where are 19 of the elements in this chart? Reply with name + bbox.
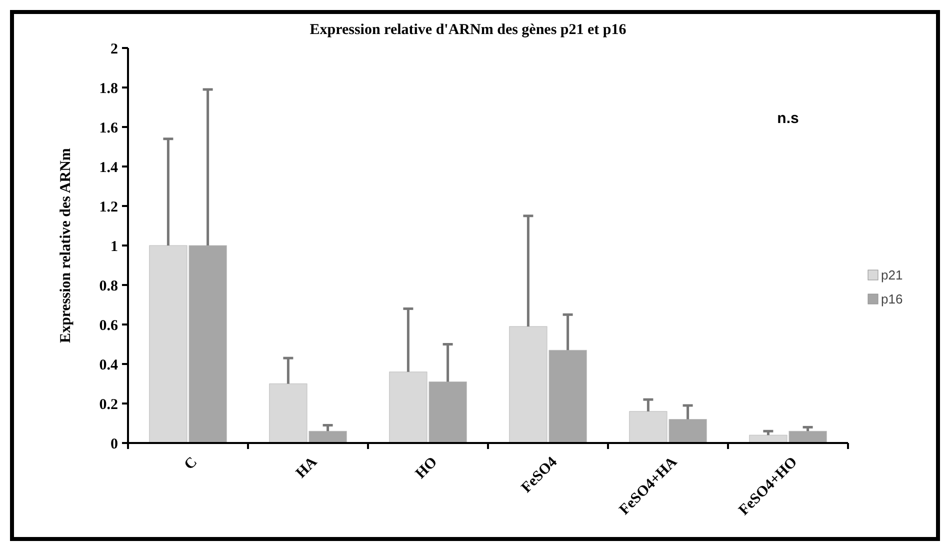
legend-label: p21 — [881, 268, 903, 283]
legend-label: p16 — [881, 292, 903, 307]
y-tick-label: 1 — [110, 238, 118, 255]
y-tick-label: 1.4 — [99, 160, 118, 176]
x-tick-label: HO — [412, 454, 441, 482]
y-axis-title: Expression relative des ARNm — [58, 148, 74, 343]
y-tick-label: 1.8 — [99, 80, 118, 97]
y-tick-label: 2 — [110, 41, 118, 58]
y-tick-label: 0.2 — [99, 396, 118, 413]
y-tick-label: 1.2 — [99, 199, 118, 216]
chart-title: Expression relative d'ARNm des gènes p21 et p16 — [310, 22, 627, 38]
x-tick-label: C — [182, 454, 201, 474]
y-tick-label: 0.6 — [99, 318, 118, 334]
y-tick-label: 0.4 — [99, 357, 118, 374]
annotation: n.s — [777, 110, 799, 128]
x-tick-label: HA — [293, 454, 321, 482]
y-tick-label: 0 — [110, 436, 118, 452]
y-tick-label: 0.8 — [99, 278, 118, 294]
y-tick-label: 1.6 — [99, 120, 118, 136]
